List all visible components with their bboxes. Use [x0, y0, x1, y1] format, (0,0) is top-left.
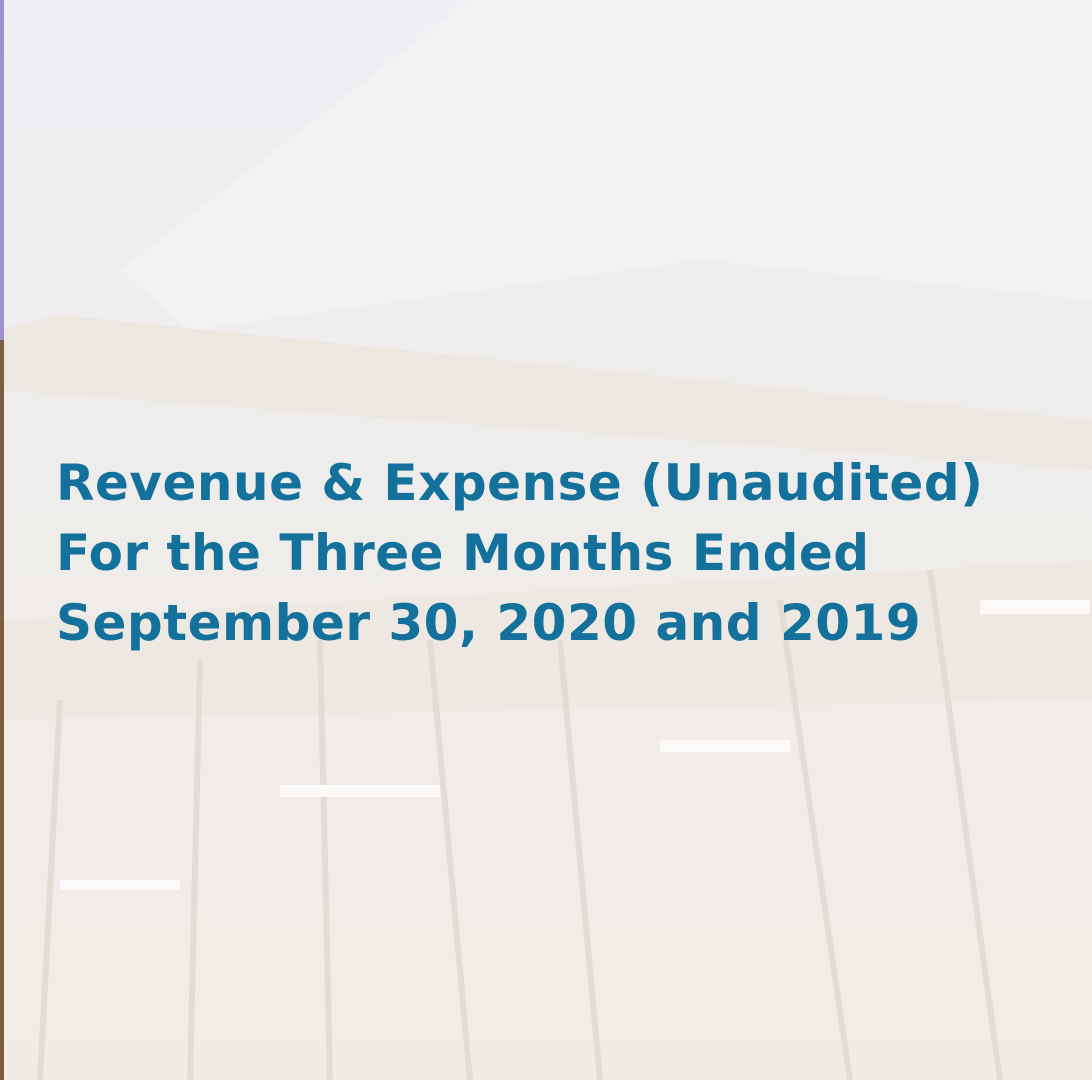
- title-line: Revenue & Expense (Unaudited): [56, 448, 984, 518]
- slide: Revenue & Expense (Unaudited) For the Th…: [0, 0, 1092, 1080]
- title: Revenue & Expense (Unaudited) For the Th…: [56, 448, 984, 658]
- title-line: For the Three Months Ended: [56, 518, 984, 588]
- title-line: September 30, 2020 and 2019: [56, 588, 984, 658]
